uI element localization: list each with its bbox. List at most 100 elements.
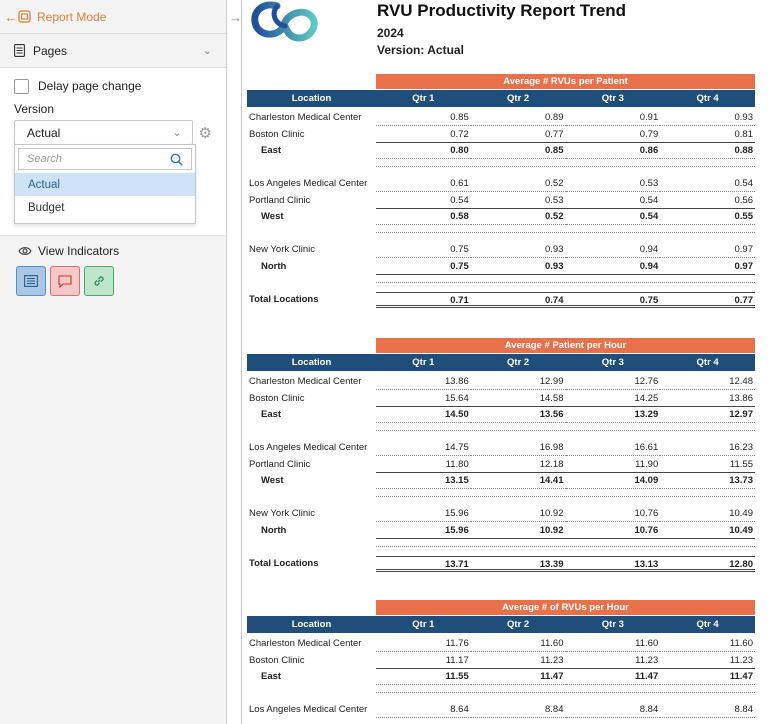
value-cell: 0.54 (565, 193, 661, 209)
version-option-actual[interactable]: Actual (15, 173, 195, 196)
column-header-row: Location Qtr 1 Qtr 2 Qtr 3 Qtr 4 (247, 354, 755, 371)
column-header: Qtr 3 (601, 93, 624, 104)
value-cell: 10.76 (565, 523, 661, 539)
value-cell: 11.76 (376, 636, 471, 652)
version-select-value: Actual (27, 125, 61, 140)
value-cell: 0.81 (660, 127, 755, 143)
value-cell: 16.98 (470, 440, 566, 456)
column-header: Qtr 1 (412, 357, 435, 368)
value-cell: 0.79 (565, 127, 661, 143)
section-title: Average # RVUs per Patient (376, 74, 755, 89)
view-indicators-label: View Indicators (38, 244, 120, 258)
table-row: Charleston Medical Center 0.85 0.89 0.91 0.9… (247, 110, 755, 126)
notes-indicator-button[interactable] (16, 266, 46, 296)
value-cell: 0.53 (565, 176, 661, 192)
value-cell: 0.93 (660, 110, 755, 126)
value-cell: 0.77 (660, 292, 755, 308)
value-cell: 13.29 (565, 407, 661, 423)
value-cell: 0.75 (376, 242, 471, 258)
value-cell: 14.58 (470, 391, 566, 407)
column-header: Location (291, 357, 332, 368)
region-subtotal-row: North 15.96 10.92 10.76 10.49 (247, 523, 755, 539)
value-cell: 11.47 (565, 669, 661, 685)
value-cell: 11.47 (660, 669, 755, 685)
value-cell: 0.72 (376, 127, 471, 143)
value-cell: 0.54 (376, 193, 471, 209)
gear-icon[interactable]: ⚙ (198, 124, 212, 142)
pages-section-header[interactable]: Pages ⌄ (0, 34, 226, 68)
row-label: Charleston Medical Center (249, 638, 362, 649)
row-label: New York Clinic (249, 508, 315, 519)
row-label: Portland Clinic (249, 459, 311, 470)
value-cell: 0.91 (565, 110, 661, 126)
table-row: Los Angeles Medical Center 8.64 8.84 8.84 8.… (247, 702, 755, 718)
version-option-budget[interactable]: Budget (28, 201, 65, 214)
value-cell: 11.60 (660, 636, 755, 652)
sidebar-splitter[interactable]: → (228, 0, 242, 724)
column-header: Location (291, 619, 332, 630)
table-row: New York Clinic 0.75 0.93 0.94 0.97 (247, 242, 755, 258)
region-subtotal-row: East 14.50 13.56 13.29 12.97 (247, 407, 755, 423)
row-label: East (261, 145, 282, 156)
collapse-arrow-icon[interactable]: → (229, 10, 242, 25)
value-cell: 11.23 (565, 653, 661, 669)
version-select[interactable]: Actual ⌄ (14, 120, 193, 145)
value-cell: 0.74 (470, 292, 566, 308)
value-cell: 0.54 (565, 209, 661, 225)
row-label: Boston Clinic (249, 393, 305, 404)
column-header-row: Location Qtr 1 Qtr 2 Qtr 3 Qtr 4 (247, 616, 755, 633)
value-cell: 11.23 (470, 653, 566, 669)
value-cell: 0.93 (470, 259, 566, 275)
link-icon (94, 276, 104, 286)
delay-page-change-checkbox[interactable] (14, 78, 29, 94)
value-cell: 0.88 (660, 143, 755, 159)
column-header-row: Location Qtr 1 Qtr 2 Qtr 3 Qtr 4 (247, 90, 755, 107)
value-cell: 0.77 (470, 127, 566, 143)
dotted-divider (376, 232, 755, 233)
region-subtotal-row: West 13.15 14.41 14.09 13.73 (247, 473, 755, 489)
row-label: New York Clinic (249, 244, 315, 255)
comments-indicator-button[interactable] (50, 266, 80, 296)
value-cell: 13.73 (660, 473, 755, 489)
chevron-down-icon: ⌄ (202, 45, 212, 57)
value-cell: 14.50 (376, 407, 471, 423)
column-header: Qtr 4 (696, 619, 719, 630)
row-label: Los Angeles Medical Center (249, 704, 368, 715)
version-search-input[interactable]: Search (18, 148, 192, 170)
value-cell: 13.39 (470, 556, 566, 572)
value-cell: 12.18 (470, 457, 566, 473)
row-label: Los Angeles Medical Center (249, 442, 368, 453)
delay-page-change-row[interactable]: Delay page change (14, 76, 212, 96)
value-cell: 0.85 (470, 143, 566, 159)
value-cell: 12.48 (660, 374, 755, 390)
links-indicator-button[interactable] (84, 266, 114, 296)
value-cell: 11.55 (376, 669, 471, 685)
value-cell: 16.61 (565, 440, 661, 456)
indicator-buttons (16, 266, 114, 296)
value-cell: 0.94 (565, 242, 661, 258)
view-indicators-row[interactable]: View Indicators (18, 244, 119, 258)
value-cell: 13.86 (660, 391, 755, 407)
column-header: Qtr 3 (601, 357, 624, 368)
value-cell: 14.41 (470, 473, 566, 489)
table-row: Boston Clinic 11.17 11.23 11.23 11.23 (247, 653, 755, 669)
total-row: Total Locations 0.71 0.74 0.75 0.77 (247, 292, 755, 308)
dotted-divider (376, 282, 755, 283)
value-cell: 0.86 (565, 143, 661, 159)
value-cell: 0.53 (470, 193, 566, 209)
column-header: Qtr 2 (507, 357, 530, 368)
value-cell: 0.97 (660, 242, 755, 258)
value-cell: 13.71 (376, 556, 471, 572)
value-cell: 0.94 (565, 259, 661, 275)
value-cell: 8.84 (470, 702, 566, 718)
row-label: Boston Clinic (249, 655, 305, 666)
section-title: Average # Patient per Hour (376, 338, 755, 353)
back-arrow-icon[interactable]: ← (4, 8, 18, 25)
value-cell: 11.60 (470, 636, 566, 652)
table-row: Los Angeles Medical Center 14.75 16.98 16.6… (247, 440, 755, 456)
value-cell: 13.86 (376, 374, 471, 390)
value-cell: 10.92 (470, 523, 566, 539)
report-mode-button[interactable]: Report Mode (18, 10, 106, 24)
version-dropdown: Search Actual Budget (14, 144, 196, 224)
row-label: West (261, 211, 284, 222)
